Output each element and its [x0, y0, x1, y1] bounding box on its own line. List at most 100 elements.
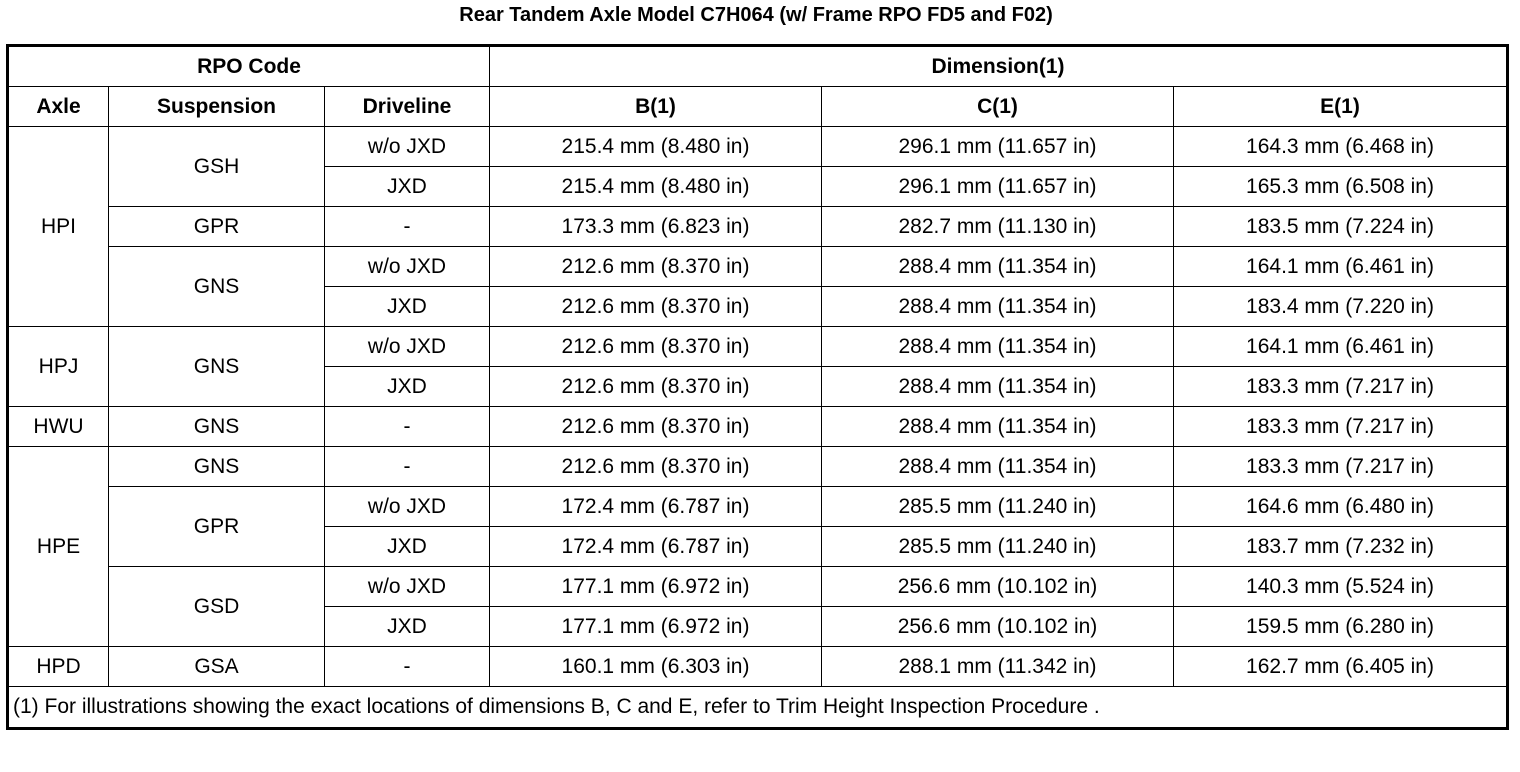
group-header: RPO Code [7, 45, 490, 87]
driveline-cell: JXD [324, 366, 490, 407]
dimension-cell: 288.4 mm (11.354 in) [821, 446, 1174, 487]
dimension-cell: 288.4 mm (11.354 in) [821, 286, 1174, 327]
suspension-cell: GNS [108, 246, 325, 327]
driveline-cell: w/o JXD [324, 566, 490, 607]
data-row: GPR -173.3 mm (6.823 in) 282.7 mm (11.130 … [8, 206, 1509, 247]
dimension-cell: 285.5 mm (11.240 in) [821, 486, 1174, 527]
suspension-cell: GPR [108, 486, 325, 567]
dimension-cell: 183.3 mm (7.217 in) [1172, 446, 1509, 487]
dimension-cell: 173.3 mm (6.823 in) [489, 206, 822, 247]
dimension-cell: 212.6 mm (8.370 in) [489, 286, 822, 327]
header-row: Axle Suspension Driveline B(1) C(1) E(1) [7, 86, 1509, 127]
dimension-cell: 288.4 mm (11.354 in) [821, 246, 1174, 287]
column-header: Driveline [324, 86, 490, 127]
suspension-cell: GPR [108, 206, 325, 247]
suspension-cell: GSH [108, 126, 325, 207]
dimension-cell: 164.1 mm (6.461 in) [1172, 326, 1509, 367]
dimension-cell: 164.3 mm (6.468 in) [1172, 126, 1509, 167]
suspension-cell: GSD [108, 566, 325, 647]
data-row: GSD w/o JXD 177.1 mm (6.972 in) 256.6 mm (1… [8, 566, 1509, 647]
dimension-cell: 296.1 mm (11.657 in) [821, 166, 1174, 207]
dimension-cell: 215.4 mm (8.480 in) [489, 126, 822, 167]
table-head: RPO Code Dimension(1) Axle Suspension Driv… [7, 45, 1509, 127]
dimension-cell: 140.3 mm (5.524 in) [1172, 566, 1509, 607]
dimension-cell: 212.6 mm (8.370 in) [489, 366, 822, 407]
data-row: JXD 212.6 mm (8.370 in) 288.4 mm (11.354 i… [8, 286, 1509, 327]
dimension-cell: 172.4 mm (6.787 in) [489, 486, 822, 527]
driveline-cell: JXD [324, 166, 490, 207]
driveline-cell: - [324, 646, 490, 687]
data-row: GPR w/o JXD 172.4 mm (6.787 in) 285.5 mm (1… [8, 486, 1509, 567]
dimension-cell: 215.4 mm (8.480 in) [489, 166, 822, 207]
footnote: (1) For illustrations showing the exact … [6, 686, 1509, 729]
column-header: E(1) [1172, 86, 1509, 127]
driveline-cell: JXD [324, 526, 490, 567]
group-header-row: RPO Code Dimension(1) [7, 45, 1509, 87]
dimension-cell: 296.1 mm (11.657 in) [821, 126, 1174, 167]
dimension-cell: 288.4 mm (11.354 in) [821, 366, 1174, 407]
dimension-cell: 159.5 mm (6.280 in) [1172, 606, 1509, 647]
data-row: GNS w/o JXD 212.6 mm (8.370 in) 288.4 mm (1… [8, 246, 1509, 327]
dimension-cell: 177.1 mm (6.972 in) [489, 566, 822, 607]
dimension-cell: 177.1 mm (6.972 in) [489, 606, 822, 647]
title: Rear Tandem Axle Model C7H064 (w/ Frame … [459, 4, 1053, 26]
dimension-cell: 162.7 mm (6.405 in) [1172, 646, 1509, 687]
dimension-cell: 164.6 mm (6.480 in) [1172, 486, 1509, 527]
axle-cell: HPD [7, 646, 109, 687]
dimension-cell: 160.1 mm (6.303 in) [489, 646, 822, 687]
column-header: B(1) [489, 86, 822, 127]
axle-cell: HPE [7, 446, 109, 647]
dimension-cell: 256.6 mm (10.102 in) [821, 606, 1174, 647]
dimension-cell: 183.5 mm (7.224 in) [1172, 206, 1509, 247]
data-row: JXD 215.4 mm (8.480 in) 296.1 mm (11.657 i… [8, 166, 1509, 207]
axle-cell: HPJ [7, 326, 109, 407]
driveline-cell: JXD [324, 286, 490, 327]
column-header: Axle [7, 86, 109, 127]
driveline-cell: w/o JXD [324, 126, 490, 167]
suspension-cell: GSA [108, 646, 325, 687]
dimension-cell: 282.7 mm (11.130 in) [821, 206, 1174, 247]
driveline-cell: - [324, 206, 490, 247]
driveline-cell: - [324, 446, 490, 487]
dimension-cell: 256.6 mm (10.102 in) [821, 566, 1174, 607]
dimension-cell: 285.5 mm (11.240 in) [821, 526, 1174, 567]
dimension-cell: 288.4 mm (11.354 in) [821, 406, 1174, 447]
axle-cell: HWU [7, 406, 109, 447]
group-header: Dimension(1) [488, 45, 1509, 87]
dimension-cell: 212.6 mm (8.370 in) [489, 326, 822, 367]
dimension-cell: 212.6 mm (8.370 in) [489, 246, 822, 287]
data-row: HPE GNS -212.6 mm (8.370 in) 288.4 mm (11.3… [7, 446, 1509, 647]
dimension-cell: 288.4 mm (11.354 in) [821, 326, 1174, 367]
suspension-cell: GNS [108, 326, 325, 407]
column-header: C(1) [821, 86, 1174, 127]
suspension-cell: GNS [108, 406, 325, 447]
data-row: HPD GSA -160.1 mm (6.303 in) 288.1 mm (11.3… [7, 646, 1509, 687]
driveline-cell: w/o JXD [324, 486, 490, 527]
dimension-cell: 172.4 mm (6.787 in) [489, 526, 822, 567]
dimension-cell: 212.6 mm (8.370 in) [489, 406, 822, 447]
suspension-cell: GNS [108, 446, 325, 487]
dimension-cell: 288.1 mm (11.342 in) [821, 646, 1174, 687]
driveline-cell: w/o JXD [324, 326, 490, 367]
driveline-cell: - [324, 406, 490, 447]
dimension-cell: 183.7 mm (7.232 in) [1172, 526, 1509, 567]
data-row: HWU GNS -212.6 mm (8.370 in) 288.4 mm (11.3… [7, 406, 1509, 447]
dimension-cell: 165.3 mm (6.508 in) [1172, 166, 1509, 207]
footnote-row: (1) For illustrations showing the exact … [6, 686, 1509, 729]
dimension-table: RPO Code Dimension(1) Axle Suspension Driv… [6, 44, 1510, 730]
data-row: HPJ GNS w/o JXD 212.6 mm (8.370 in) 288.4 mm… [7, 326, 1509, 407]
column-header: Suspension [108, 86, 325, 127]
dimension-cell: 183.3 mm (7.217 in) [1172, 366, 1509, 407]
data-row: JXD 172.4 mm (6.787 in) 285.5 mm (11.240 i… [8, 526, 1509, 567]
data-row: JXD 177.1 mm (6.972 in) 256.6 mm (10.102 i… [8, 606, 1509, 647]
dimension-cell: 183.3 mm (7.217 in) [1172, 406, 1509, 447]
driveline-cell: JXD [324, 606, 490, 647]
data-row: JXD 212.6 mm (8.370 in) 288.4 mm (11.354 i… [8, 366, 1509, 407]
axle-cell: HPI [7, 126, 109, 327]
driveline-cell: w/o JXD [324, 246, 490, 287]
dimension-cell: 164.1 mm (6.461 in) [1172, 246, 1509, 287]
dimension-cell: 183.4 mm (7.220 in) [1172, 286, 1509, 327]
data-row: HPI GSH w/o JXD 215.4 mm (8.480 in) 296.1 mm… [7, 126, 1509, 327]
